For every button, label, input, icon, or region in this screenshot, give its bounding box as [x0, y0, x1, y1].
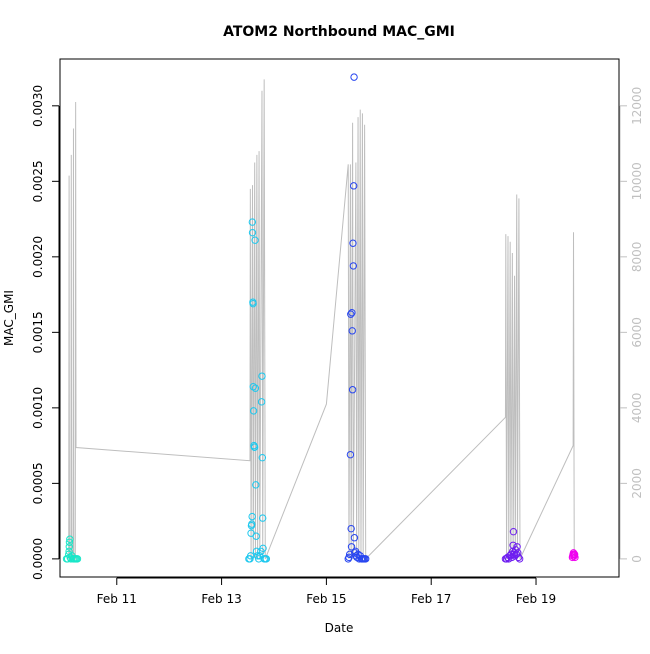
scatter-point — [348, 327, 356, 335]
y-right-tick-label: 10000 — [630, 162, 644, 200]
line-series-layer — [68, 79, 575, 561]
x-tick-label: Feb 19 — [516, 592, 556, 606]
x-tick-label: Feb 13 — [201, 592, 241, 606]
scatter-point — [514, 553, 523, 562]
x-axis-label: Date — [325, 621, 354, 635]
scatter-point — [247, 552, 255, 560]
scatter-point — [570, 550, 579, 559]
scatter-point — [515, 555, 524, 563]
scatter-point — [259, 514, 267, 522]
scatter-point — [251, 443, 259, 451]
scatter-point — [66, 535, 74, 543]
scatter-point — [362, 555, 370, 563]
scatter-point — [262, 555, 271, 563]
y-right-tick-label: 4000 — [630, 393, 644, 424]
scatter-point — [259, 544, 267, 553]
chart-title: ATOM2 Northbound MAC_GMI — [223, 24, 455, 40]
scatter-point — [248, 520, 256, 528]
scatter-point — [252, 481, 260, 489]
scatter-point — [248, 218, 257, 226]
y-right-tick-label: 2000 — [630, 468, 644, 499]
scatter-point — [348, 309, 356, 317]
y-left-tick-label: 0.0025 — [31, 160, 45, 202]
scatter-point — [251, 236, 259, 244]
scatter-point — [349, 262, 358, 270]
line-series — [68, 79, 575, 561]
scatter-point — [251, 384, 260, 392]
scatter-point — [347, 310, 355, 318]
y-right-tick-label: 0 — [630, 555, 644, 563]
y-left-tick-label: 0.0005 — [31, 462, 45, 504]
scatter-point — [347, 524, 355, 533]
scatter-point — [248, 228, 257, 237]
scatter-point — [248, 512, 256, 521]
y-left-tick-label: 0.0020 — [31, 236, 45, 278]
scatter-point — [249, 383, 257, 391]
scatter-point — [249, 407, 258, 415]
scatter-point — [349, 182, 358, 190]
axes-layer: Feb 11 Feb 13 Feb 15 Feb 17 Feb 19 0.0000 0.00… — [31, 85, 644, 606]
scatter-point — [350, 73, 358, 81]
scatter-point — [347, 543, 356, 551]
x-tick-label: Feb 15 — [306, 592, 346, 606]
scatter-point — [65, 543, 73, 551]
scatter-point — [348, 386, 357, 394]
scatter-point — [246, 555, 254, 563]
scatter-points-layer — [62, 73, 579, 563]
y-left-tick-label: 0.0010 — [31, 387, 45, 429]
scatter-point — [346, 450, 355, 459]
scatter-point — [345, 553, 353, 562]
y-right-tick-label: 8000 — [630, 242, 644, 273]
scatter-point — [252, 532, 260, 540]
y-left-tick-label: 0.0015 — [31, 311, 45, 353]
y-right-tick-label: 6000 — [630, 317, 644, 348]
scatter-point — [571, 553, 579, 562]
x-tick-label: Feb 11 — [97, 592, 137, 606]
scatter-point — [509, 527, 518, 536]
y-axis-label: MAC_GMI — [2, 290, 16, 346]
y-left-tick-label: 0.0030 — [31, 85, 45, 127]
x-tick-label: Feb 17 — [411, 592, 451, 606]
scatter-point — [73, 555, 82, 563]
scatter-point — [350, 534, 359, 542]
scatter-point — [257, 398, 266, 406]
scatter-point — [65, 538, 74, 546]
scatter-point — [249, 299, 257, 308]
y-left-tick-label: 0.0000 — [31, 538, 45, 580]
scatter-point — [258, 372, 266, 380]
plot-border — [59, 58, 620, 578]
scatter-point — [349, 239, 357, 247]
y-right-tick-label: 12000 — [630, 87, 644, 125]
scatter-point — [258, 453, 267, 462]
